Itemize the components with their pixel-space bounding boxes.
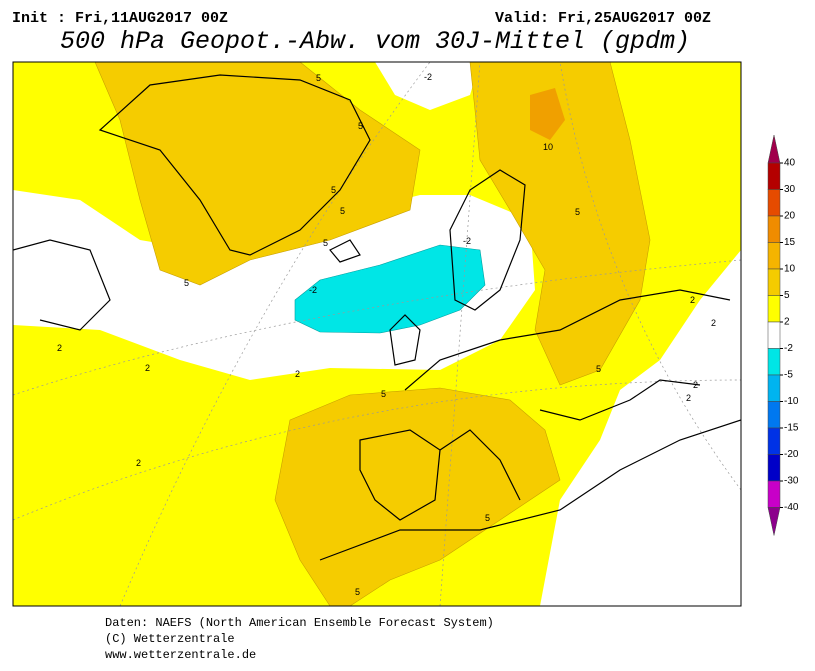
init-time: Init : Fri,11AUG2017 00Z	[12, 10, 228, 27]
contour-label: 5	[184, 278, 189, 288]
contour-label: 5	[316, 73, 321, 83]
contour-labels: 5 -2 5 5 5 5 5 10 5 -2 -2 2 2 2 2 5 5 5 …	[57, 72, 716, 597]
colorbar-label: -40	[784, 502, 799, 513]
colorbar-label: -10	[784, 396, 799, 407]
contour-label: 2	[145, 363, 150, 373]
colorbar-label: 30	[784, 184, 796, 195]
colorbar-segment	[767, 189, 781, 217]
colorbar-label: 20	[784, 211, 796, 222]
colorbar-label: 15	[784, 237, 796, 248]
contour-label: -2	[463, 236, 471, 246]
colorbar-end	[767, 134, 781, 164]
colorbar: 40 30 20 15 10 5 2 -2 -5 -10 -15 -20 -30 -40	[767, 134, 799, 536]
colorbar-segment	[767, 242, 781, 270]
field-orange	[274, 387, 561, 606]
colorbar-label: 2	[784, 317, 790, 328]
colorbar-segment	[767, 215, 781, 243]
footer-line: (C) Wetterzentrale	[105, 632, 235, 646]
contour-label: 2	[136, 458, 141, 468]
footer-line: Daten: NAEFS (North American Ensemble Fo…	[105, 616, 494, 630]
colorbar-label: -5	[784, 370, 793, 381]
contour-label: 5	[575, 207, 580, 217]
colorbar-label: 10	[784, 264, 796, 275]
field-orange	[94, 62, 421, 286]
contour-label: 10	[543, 142, 553, 152]
contour-label: 5	[381, 389, 386, 399]
map	[12, 61, 742, 607]
colorbar-label: 5	[784, 290, 790, 301]
colorbar-segment	[767, 268, 781, 296]
contour-label: 2	[686, 393, 691, 403]
colorbar-segment	[767, 480, 781, 508]
colorbar-label: -15	[784, 423, 799, 434]
colorbar-segment	[767, 321, 781, 349]
field-white	[375, 62, 480, 110]
contour-label: 2	[693, 380, 698, 390]
contour-label: 2	[711, 318, 716, 328]
field-white	[540, 250, 741, 606]
contour-label: 5	[355, 587, 360, 597]
colorbar-label: -20	[784, 449, 799, 460]
field-cyan	[294, 244, 486, 334]
contour-label: -2	[424, 72, 432, 82]
colorbar-segment	[767, 348, 781, 376]
contour-label: 5	[331, 185, 336, 195]
contour-label: 5	[596, 364, 601, 374]
colorbar-segment	[767, 162, 781, 190]
contour-label: 5	[340, 206, 345, 216]
field-dark-orange	[530, 88, 565, 140]
colorbar-segment	[767, 454, 781, 482]
colorbar-segment	[767, 401, 781, 429]
colorbar-label: -30	[784, 476, 799, 487]
valid-time: Valid: Fri,25AUG2017 00Z	[495, 10, 711, 27]
contour-label: -2	[309, 285, 317, 295]
footer-line: www.wetterzentrale.de	[105, 648, 256, 662]
contour-label: 5	[323, 238, 328, 248]
contour-label: 5	[358, 121, 363, 131]
contour-label: 2	[295, 369, 300, 379]
map-title: 500 hPa Geopot.-Abw. vom 30J-Mittel (gpd…	[60, 27, 690, 56]
colorbar-segment	[767, 295, 781, 323]
contour-label: 2	[57, 343, 62, 353]
colorbar-segment	[767, 427, 781, 455]
colorbar-end	[767, 507, 781, 536]
colorbar-label: 40	[784, 158, 796, 169]
field-white	[13, 190, 535, 380]
colorbar-segment	[767, 374, 781, 402]
colorbar-label: -2	[784, 343, 793, 354]
contour-label: 5	[485, 513, 490, 523]
contour-label: 2	[690, 295, 695, 305]
field-orange	[469, 62, 651, 386]
